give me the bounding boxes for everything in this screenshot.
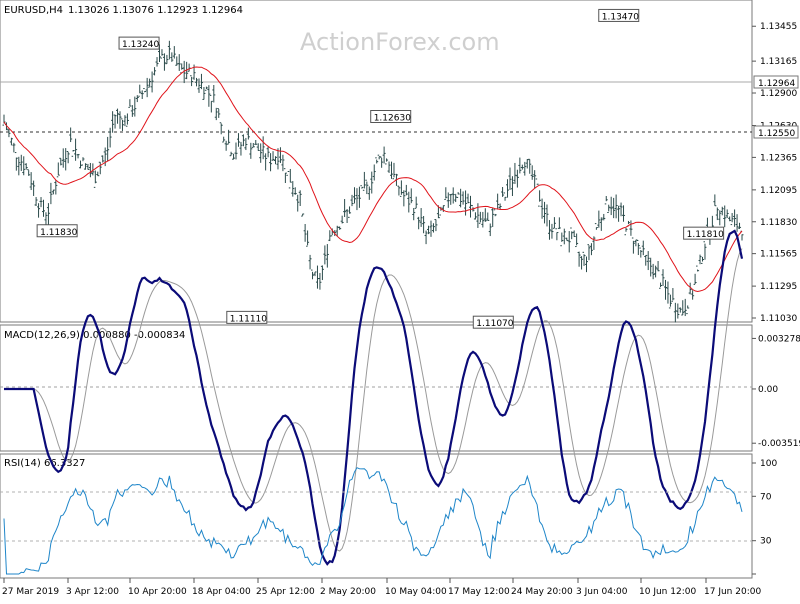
price-bars <box>2 40 744 323</box>
price-tick-label: 1.11565 <box>760 250 797 260</box>
annotation-label: 1.11070 <box>476 319 513 329</box>
price-annotations: 1.11830 1.13240 1.11110 1.12630 1.11070 1.134… <box>36 8 725 329</box>
price-axis: 1.134551.131651.129001.126301.123651.120… <box>752 22 797 324</box>
price-tick-label: 1.11830 <box>760 218 797 228</box>
time-axis: 27 Mar 2019 3 Apr 12:00 10 Apr 20:00 18 Apr… <box>2 578 761 597</box>
watermark: ActionForex.com <box>300 28 500 56</box>
annotation-box <box>370 110 412 123</box>
annotation-label: 1.11110 <box>230 314 267 324</box>
current-price-label: 1.12964 <box>758 79 795 89</box>
rsi-axis: 100 70 30 <box>752 459 777 575</box>
annotation-box <box>36 224 78 238</box>
price-panel-title: EURUSD,H4 <box>4 5 63 16</box>
ohlc-readout: 1.13026 1.13076 1.12923 1.12964 <box>68 5 243 16</box>
rsi-tick-label: 70 <box>760 492 772 502</box>
rsi-tick-label: 30 <box>760 537 772 547</box>
rsi-panel-title: RSI(14) 66.3327 <box>4 458 85 469</box>
time-tick-label: 2 May 20:00 <box>320 587 376 597</box>
annotation-label: 1.13470 <box>602 12 639 22</box>
rsi-line <box>3 467 743 575</box>
time-tick-label: 3 Apr 12:00 <box>66 587 119 597</box>
annotation-box <box>118 36 160 50</box>
price-tick-label: 1.12095 <box>760 186 797 196</box>
sma-line <box>3 66 743 293</box>
time-tick-label: 10 May 04:00 <box>385 587 447 597</box>
macd-tick-label: 0.00 <box>758 385 778 395</box>
macd-line <box>4 229 744 566</box>
annotation-box <box>683 226 725 240</box>
time-tick-label: 10 Apr 20:00 <box>128 587 187 597</box>
time-tick-label: 25 Apr 12:00 <box>256 587 315 597</box>
macd-tick-label: 0.003278 <box>758 334 800 344</box>
time-tick-label: 17 May 12:00 <box>448 587 510 597</box>
price-tick-label: 1.11295 <box>760 282 797 292</box>
annotation-label: 1.13240 <box>122 40 159 50</box>
time-tick-label: 17 Jun 20:00 <box>704 587 761 597</box>
horizontal-level-label: 1.12550 <box>758 129 795 139</box>
current-price-tag <box>753 75 799 89</box>
annotation-box <box>472 315 514 329</box>
price-tick-label: 1.13165 <box>760 57 797 67</box>
price-tick-label: 1.13455 <box>760 22 797 32</box>
macd-signal-line <box>4 248 743 552</box>
time-tick-label: 3 Jun 04:00 <box>576 587 628 597</box>
annotation-label: 1.11830 <box>40 228 77 238</box>
time-tick-label: 10 Jun 12:00 <box>639 587 696 597</box>
annotation-label: 1.12630 <box>374 114 411 124</box>
macd-axis: 0.003278 0.00 -0.003519 <box>752 334 800 449</box>
horizontal-level-tag <box>753 125 799 139</box>
macd-tick-label: -0.003519 <box>758 439 800 449</box>
time-tick-label: 24 May 20:00 <box>511 587 573 597</box>
rsi-panel-frame <box>0 453 753 579</box>
price-tick-label: 1.11030 <box>760 314 797 324</box>
annotation-box <box>598 8 640 22</box>
time-tick-label: 27 Mar 2019 <box>2 587 59 597</box>
price-tick-label: 1.12900 <box>760 89 797 99</box>
price-tick-label: 1.12365 <box>760 153 797 163</box>
time-tick-label: 18 Apr 04:00 <box>192 587 251 597</box>
annotation-box <box>226 310 268 324</box>
rsi-tick-label: 100 <box>760 459 777 469</box>
macd-panel-title: MACD(12,26,9) 0.000880 -0.000834 <box>4 330 185 341</box>
annotation-label: 1.11810 <box>687 230 724 240</box>
